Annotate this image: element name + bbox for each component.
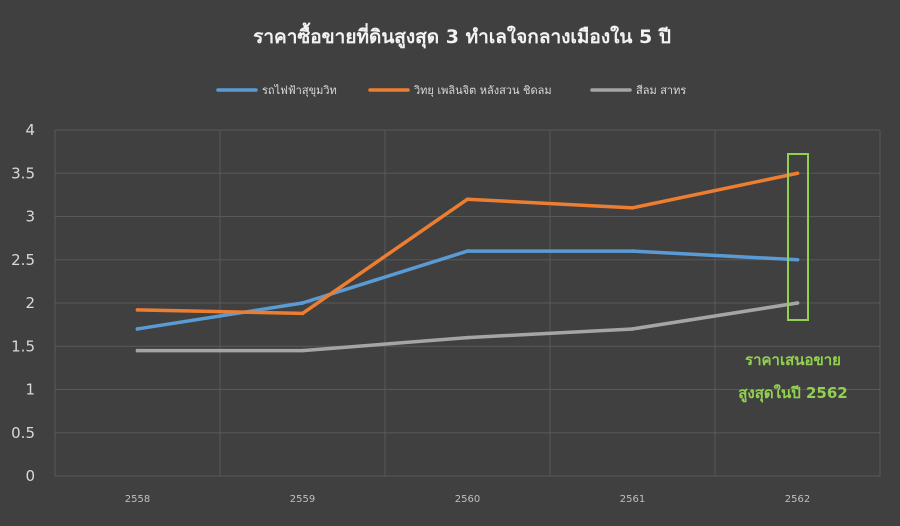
x-tick-label: 2560 xyxy=(455,494,480,505)
data-point xyxy=(135,348,140,353)
x-axis-ticks: 2558 2559 2560 2561 2562 xyxy=(125,494,810,505)
data-point xyxy=(465,335,470,340)
chart-title: ราคาซื้อขายที่ดินสูงสุด 3 ทำเลใจกลางเมือ… xyxy=(253,22,671,49)
legend: รถไฟฟ้าสุขุมวิท วิทยุ เพลินจิต หลังสวน ชิ… xyxy=(216,84,687,97)
x-tick-label: 2562 xyxy=(785,494,810,505)
annotation-line-1: ราคาเสนอขาย xyxy=(745,351,841,369)
legend-label: วิทยุ เพลินจิต หลังสวน ชิดลม xyxy=(413,84,551,97)
data-point xyxy=(795,171,800,176)
series-line-2 xyxy=(135,171,800,316)
y-tick-label: 0 xyxy=(25,467,35,485)
legend-label: รถไฟฟ้าสุขุมวิท xyxy=(262,84,337,97)
data-point xyxy=(795,257,800,262)
data-point xyxy=(465,249,470,253)
y-axis-ticks: 0 0.5 1 1.5 2 2.5 3 3.5 4 xyxy=(11,121,35,485)
data-point xyxy=(135,308,140,312)
data-point xyxy=(630,206,635,210)
x-tick-label: 2561 xyxy=(620,494,645,505)
x-tick-label: 2558 xyxy=(125,494,150,505)
series-line-3 xyxy=(135,301,800,353)
data-point xyxy=(795,301,800,305)
highlight-box xyxy=(787,153,809,321)
gridlines xyxy=(54,129,881,477)
y-tick-label: 4 xyxy=(25,121,35,139)
data-point xyxy=(465,197,470,201)
y-tick-label: 1 xyxy=(25,381,35,399)
data-point xyxy=(300,311,305,316)
data-point xyxy=(300,301,305,305)
x-tick-label: 2559 xyxy=(290,494,315,505)
y-tick-label: 3 xyxy=(25,208,35,226)
y-tick-label: 0.5 xyxy=(11,424,35,442)
y-tick-label: 1.5 xyxy=(11,337,35,355)
series-lines xyxy=(135,171,800,353)
y-tick-label: 3.5 xyxy=(11,164,35,182)
y-tick-label: 2 xyxy=(25,294,35,312)
data-point xyxy=(135,327,140,331)
data-point xyxy=(630,327,635,331)
data-point xyxy=(300,348,305,353)
annotation-line-2: สูงสุดในปี 2562 xyxy=(738,384,847,403)
data-point xyxy=(630,249,635,253)
legend-label: สีลม สาทร xyxy=(636,84,687,97)
y-tick-label: 2.5 xyxy=(11,251,35,269)
